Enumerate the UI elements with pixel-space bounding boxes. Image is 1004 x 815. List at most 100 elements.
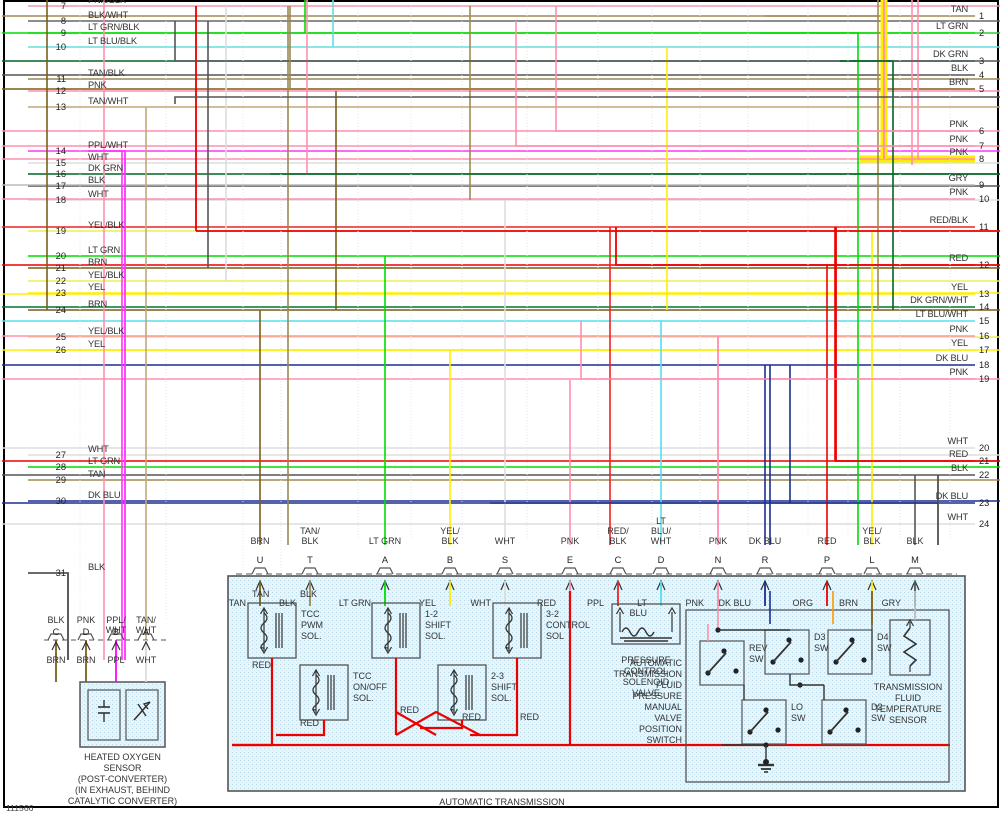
left-wire-label-31: BLK [88,562,105,572]
left-terminal-num-12: 12 [55,85,66,96]
mvps-label-6: POSITION [638,724,682,734]
right-wire-label-7: PNK [949,134,968,144]
left-wire-label-23: YEL [88,282,105,292]
diagram-caption: AUTOMATIC TRANSMISSION [439,797,565,807]
conn-above-E-0: PNK [560,536,580,546]
left-wire-label-19: YEL/BLK [88,220,125,230]
red-label-3: RED [400,705,420,715]
conn-above-A-0: LT GRN [368,536,402,546]
switch-lbl2-lo: SW [791,713,806,723]
mvps-label-3: PRESSURE [632,691,682,701]
switch-upper-d3 [786,637,792,643]
left-terminal-num-28: 28 [55,461,66,472]
solenoid-label-2-3-shift-0: 2-3 [491,671,505,681]
mvps-label-7: SWITCH [646,735,683,745]
conn-above-D-1: BLU/ [650,526,672,536]
mvps-label-0: AUTOMATIC [629,658,682,668]
switch-lbl2-d3: SW [814,643,829,653]
pcv-label-1: CONTROL [623,666,669,676]
wire-blk-term31 [28,572,69,660]
conn-above-M-0: BLK [906,536,924,546]
right-wire-label-9: GRY [948,173,969,183]
right-terminal-num-2: 2 [979,27,985,38]
conn-bump-L [863,567,881,575]
conn-below-N-0: PNK [685,598,704,608]
right-wire-label-23: DK BLU [935,491,969,501]
solenoid-label-3-2-ctrl-0: 3-2 [546,609,560,619]
right-wire-label-17: YEL [951,338,968,348]
right-wire-label-24: WHT [947,512,968,522]
o2-pin-letter-A: A [142,627,150,637]
switch-lbl1-d2: D2 [871,702,883,712]
blk-label-t: BLK [300,589,318,599]
conn-below-B-0: YEL [418,598,436,608]
right-terminal-num-15: 15 [979,315,990,326]
conn-below-E-0: RED [536,598,556,608]
left-wire-label-27: WHT [88,444,109,454]
right-wire-label-3: DK GRN [933,49,968,59]
tft-label-3: SENSOR [888,715,928,725]
right-terminal-num-7: 7 [979,140,985,151]
route-pnk-mid1 [555,6,1000,132]
conn-pin-letter-S: S [501,555,509,565]
o2-sense-box [125,689,159,741]
switch-contact-rev [733,668,739,674]
right-wire-label-10: PNK [949,187,968,197]
left-terminal-num-22: 22 [55,275,66,286]
left-terminal-num-17: 17 [55,180,66,191]
right-wire-label-14: DK GRN/WHT [910,295,968,305]
right-wire-label-12: RED [948,253,968,263]
o2-below-C: BRN [46,655,66,665]
pcv-arrow-l [615,606,625,615]
solenoid-label-1-2-shift-2: SOL. [425,631,446,641]
red-label-5: RED [520,712,540,722]
left-terminal-num-18: 18 [55,194,66,205]
switch-lbl2-d4: SW [877,643,892,653]
right-terminal-num-12: 12 [979,259,990,270]
mvps-label-2: FLUID [655,680,682,690]
solenoid-label-tcc-onoff-2: SOL. [353,693,374,703]
left-terminal-num-27: 27 [55,449,66,460]
conn-bump-T [301,567,319,575]
conn-above-D-0: LT [656,516,666,526]
left-terminal-num-26: 26 [55,344,66,355]
left-terminal-num-23: 23 [55,287,66,298]
left-terminal-num-20: 20 [55,250,66,261]
conn-above-C-1: BLK [609,536,627,546]
pcv-arrow-r [667,606,677,615]
o2-above-D: PNK [76,615,96,625]
left-terminal-num-19: 19 [55,225,66,236]
conn-above-S-0: WHT [494,536,516,546]
right-wire-label-8: PNK [949,147,968,157]
left-terminal-num-16: 16 [55,168,66,179]
left-terminal-num-30: 30 [55,495,66,506]
o2-sensor-body [79,681,166,748]
red-label-1: RED [252,660,272,670]
left-terminal-num-14: 14 [55,145,66,156]
coil-arrow-up-2-3-shift [449,668,459,677]
conn-bump-S [496,567,514,575]
o2-name-1: SENSOR [103,763,142,773]
left-terminal-num-8: 8 [60,15,66,26]
o2-heater-box [87,689,121,741]
mvps-box [685,609,950,783]
conn-pin-letter-L: L [869,555,875,565]
ground-dot [763,759,769,765]
tan-label-u: TAN [252,589,270,599]
right-wire-label-1: TAN [950,4,969,14]
conn-bump-B [441,567,459,575]
solenoid-label-tcc-onoff-0: TCC [353,671,372,681]
o2-below-B: PPL [107,655,125,665]
coil-arrow-dn-2-3-shift [449,708,459,717]
right-wire-label-15: LT BLU/WHT [915,309,969,319]
pressure-control-valve-body [611,603,681,645]
route-pplwht [88,150,126,660]
route-blk-61 [174,21,1000,62]
red-bus-cross-a [395,710,481,736]
solenoid-label-1-2-shift-0: 1-2 [425,609,439,619]
left-wire-label-24: BRN [88,299,108,309]
left-wire-label-10: LT BLU/BLK [88,36,137,46]
o2-name-2: (POST-CONVERTER) [77,774,168,784]
right-terminal-num-24: 24 [979,518,990,529]
